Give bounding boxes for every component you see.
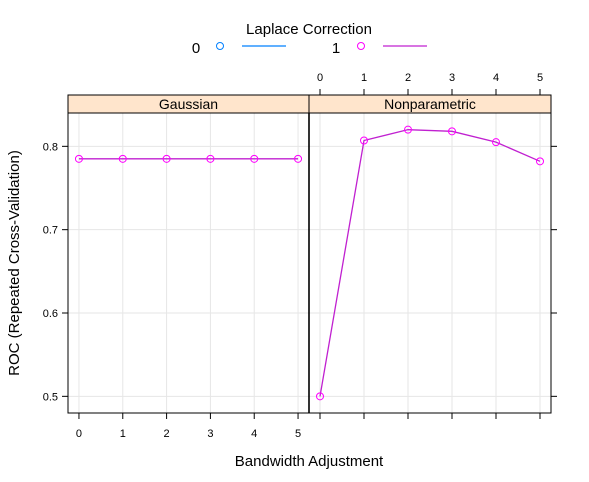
x-tick-label-top: 4 <box>493 72 499 84</box>
data-point <box>448 127 456 136</box>
y-tick-label: 0.7 <box>43 225 58 237</box>
x-tick-label-top: 0 <box>317 72 323 84</box>
data-point <box>294 154 303 163</box>
x-tick-label-top: 1 <box>361 72 367 84</box>
data-point <box>316 392 324 401</box>
data-point <box>206 154 215 163</box>
strip-label-gaussian: Gaussian <box>159 96 218 112</box>
y-axis-label: ROC (Repeated Cross-Validation) <box>6 150 23 376</box>
x-tick-label: 2 <box>164 428 170 440</box>
panel-border-nonparametric <box>308 112 552 414</box>
x-tick-label: 4 <box>251 428 257 440</box>
y-tick-label: 0.6 <box>43 308 58 320</box>
data-point <box>250 154 259 163</box>
data-point <box>74 154 83 163</box>
y-tick-label: 0.5 <box>43 391 58 403</box>
legend-title: Laplace Correction <box>246 21 372 38</box>
data-point <box>492 138 500 147</box>
x-tick-label: 0 <box>76 428 82 440</box>
y-tick-label: 0.8 <box>43 141 58 153</box>
data-point <box>162 154 171 163</box>
x-tick-label-top: 2 <box>405 72 411 84</box>
data-point <box>404 125 412 134</box>
legend-entry-1-label: 1 <box>332 40 340 57</box>
x-tick-label: 5 <box>295 428 301 440</box>
x-tick-label: 3 <box>207 428 213 440</box>
data-point <box>536 157 544 166</box>
legend-entry-0-label: 0 <box>192 40 200 57</box>
x-axis-label: Bandwidth Adjustment <box>235 453 384 470</box>
x-tick-label: 1 <box>120 428 126 440</box>
x-tick-label-top: 5 <box>537 72 543 84</box>
strip-label-nonparametric: Nonparametric <box>384 96 476 112</box>
legend-entry-0-point <box>216 42 224 50</box>
x-tick-label-top: 3 <box>449 72 455 84</box>
series-line-nonparametric <box>319 129 541 397</box>
plot-area: Gaussian 0 1 2 3 4 5 Nonparametric 0 1 2 3 4 5 0.5 0.6 0… <box>43 72 557 440</box>
panel-border-gaussian <box>67 112 310 414</box>
data-point <box>360 136 368 145</box>
legend: Laplace Correction 0 1 <box>192 21 427 57</box>
data-point <box>118 154 127 163</box>
legend-entry-1-point <box>357 42 365 50</box>
